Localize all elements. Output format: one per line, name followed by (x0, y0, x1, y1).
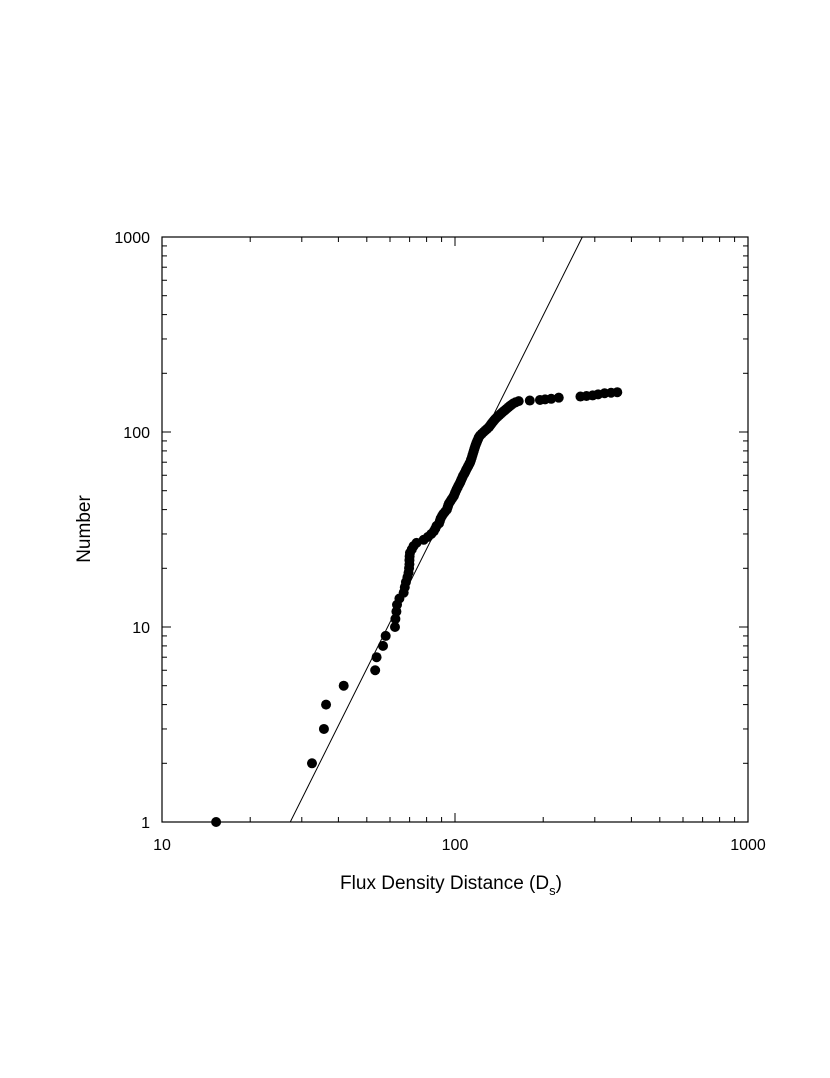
data-point (306, 758, 317, 769)
data-point (338, 680, 349, 691)
data-point (513, 396, 524, 407)
data-point (321, 699, 332, 710)
tick-marks (161, 237, 748, 823)
data-point (378, 640, 389, 651)
y-tick-label: 1000 (114, 230, 150, 247)
data-point (612, 387, 623, 398)
data-point (553, 392, 564, 403)
x-tick-label: 1000 (730, 837, 766, 854)
data-point (390, 613, 401, 624)
data-point (524, 395, 535, 406)
x-tick-label: 100 (442, 837, 469, 854)
data-point (371, 652, 382, 663)
x-axis-title: Flux Density Distance (Ds) (340, 873, 562, 898)
data-point (389, 622, 400, 632)
data-point (370, 665, 381, 676)
y-tick-label: 100 (123, 425, 150, 442)
data-point (380, 630, 391, 641)
y-axis-title: Number (74, 495, 95, 563)
y-tick-label: 1 (141, 815, 150, 832)
plot-frame (161, 236, 749, 823)
data-point (546, 393, 557, 404)
data-point (318, 723, 329, 734)
x-tick-label: 10 (153, 837, 171, 854)
y-tick-label: 10 (132, 620, 150, 637)
data-points (211, 387, 623, 827)
